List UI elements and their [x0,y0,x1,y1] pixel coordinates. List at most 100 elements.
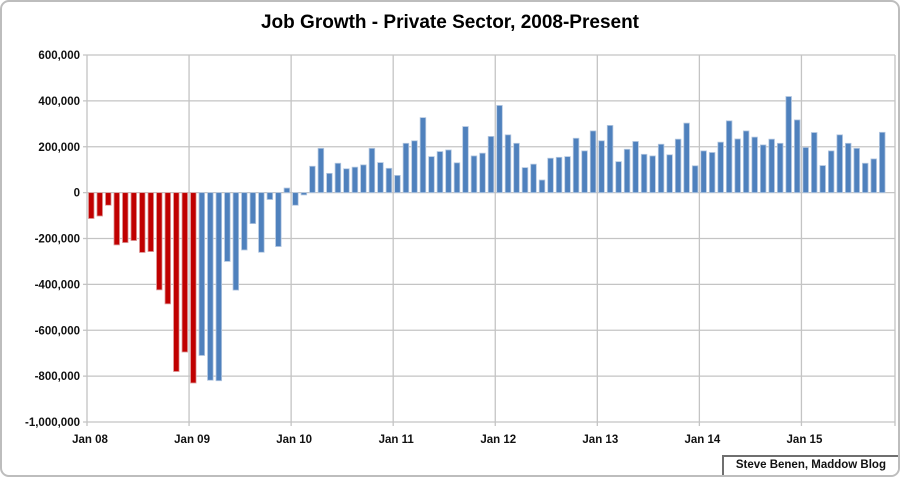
bar-month-11 [181,192,189,353]
bar-month-44 [462,126,469,194]
bar-month-70 [683,122,690,194]
x-axis-label: Jan 08 [72,434,108,446]
x-axis-label: Jan 15 [787,434,823,446]
bar-month-7 [147,192,154,252]
bar-month-42 [445,149,452,194]
bar-month-14 [207,192,214,381]
bar-month-71 [691,165,699,194]
bar-month-25 [300,192,308,196]
bar-month-58 [581,150,588,194]
bar-month-92 [870,158,877,194]
bar-month-89 [845,142,852,194]
bar-month-12 [190,192,197,384]
bar-month-85 [810,132,818,194]
bar-month-28 [326,172,333,194]
bar-month-80 [768,138,775,194]
x-axis-label: Jan 13 [582,434,618,446]
bar-month-59 [589,130,597,194]
bar-month-74 [717,141,724,194]
bar-month-23 [283,187,291,194]
x-axis-label: Jan 10 [276,434,312,446]
bar-month-8 [156,192,163,291]
bar-month-87 [828,150,835,194]
bar-month-67 [657,143,665,194]
x-axis-label: Jan 12 [480,434,516,446]
bar-month-1 [96,192,103,217]
y-axis-label: -800,000 [35,371,80,383]
bar-month-43 [453,162,461,194]
bar-month-40 [428,156,435,194]
bar-month-0 [88,192,95,219]
bar-month-63 [623,148,631,194]
bar-month-39 [419,117,427,194]
bar-month-48 [496,105,503,194]
bar-month-66 [649,155,656,194]
bar-month-15 [215,192,223,382]
chart-title: Job Growth - Private Sector, 2008-Presen… [260,12,640,33]
bar-month-2 [105,192,112,206]
bar-month-79 [759,144,767,194]
bar-month-4 [122,192,129,244]
y-axis-label: 600,000 [38,50,80,62]
bar-month-50 [513,142,520,194]
bar-month-10 [173,192,180,372]
y-axis-label: 0 [74,188,80,200]
bar-month-54 [547,157,554,194]
bar-month-18 [241,192,248,251]
bar-month-13 [198,192,206,356]
bar-month-24 [292,192,299,206]
x-axis-label: Jan 09 [174,434,210,446]
bar-month-69 [674,138,682,194]
bar-month-60 [598,140,605,194]
bar-month-5 [130,192,137,241]
bar-month-83 [793,119,801,194]
bar-month-47 [487,136,495,194]
bar-month-19 [249,192,257,225]
bar-month-32 [360,164,367,194]
bar-month-26 [309,165,316,194]
bar-month-72 [700,150,707,194]
bar-month-56 [564,156,571,194]
bar-month-55 [555,156,563,194]
bar-month-61 [606,125,614,194]
bar-month-31 [351,166,359,194]
bar-month-22 [275,192,282,247]
y-axis-label: -600,000 [35,325,80,337]
bar-month-16 [224,192,231,262]
bar-month-6 [139,192,146,253]
bar-month-38 [411,140,418,194]
y-axis-label: -1,000,000 [25,417,80,429]
bar-month-45 [470,155,478,194]
bar-month-51 [521,167,529,194]
bar-month-77 [742,130,750,194]
attribution-text: Steve Benen, Maddow Blog [735,459,886,471]
bar-month-21 [266,192,274,200]
bar-month-9 [164,192,172,305]
bar-month-93 [879,131,886,194]
bar-month-76 [734,138,741,194]
bar-month-33 [368,147,376,194]
bar-month-78 [751,136,758,194]
bar-month-73 [708,152,716,194]
bar-month-30 [343,168,350,194]
bar-month-3 [113,192,120,246]
y-axis-label: -200,000 [35,234,80,246]
bar-month-37 [402,142,410,194]
bar-month-91 [862,162,869,194]
bar-month-35 [385,167,393,194]
bar-month-36 [394,175,401,194]
x-axis-label: Jan 14 [684,434,720,446]
y-axis-label: 400,000 [38,96,80,108]
y-axis-label: -400,000 [35,279,80,291]
bar-month-29 [334,162,342,194]
bar-month-46 [479,152,486,194]
y-axis-label: 200,000 [38,142,80,154]
bar-month-82 [785,96,792,194]
x-axis-label: Jan 11 [379,434,415,446]
bar-month-53 [538,179,546,194]
bar-month-27 [317,147,325,194]
bar-month-52 [530,163,537,194]
bar-month-68 [666,154,673,194]
